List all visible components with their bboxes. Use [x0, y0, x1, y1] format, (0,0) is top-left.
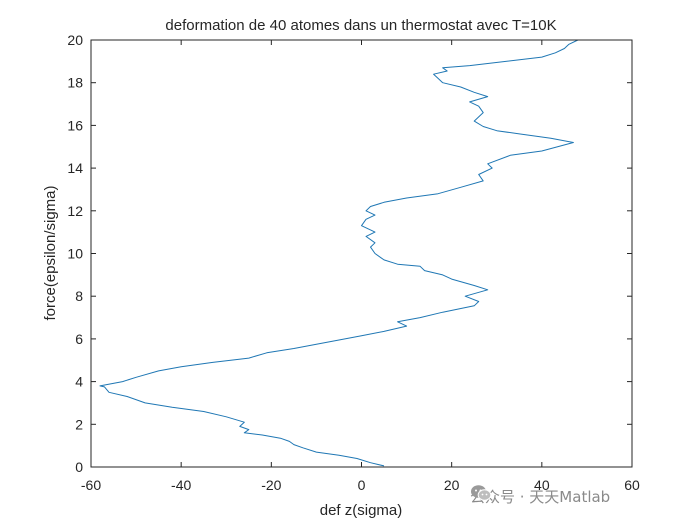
watermark-text: 公众号 · 天天Matlab [470, 487, 611, 506]
y-tick-label: 8 [75, 288, 83, 304]
y-tick-label: 4 [75, 374, 83, 390]
series-line [99, 39, 579, 467]
x-tick-label: -60 [81, 477, 101, 493]
y-tick-label: 10 [67, 246, 83, 262]
watermark: 公众号 · 天天Matlab [470, 484, 610, 508]
x-tick-label: 0 [358, 477, 366, 493]
y-tick-label: 18 [67, 75, 83, 91]
x-axis: -60 -40 -20 0 20 40 60 [81, 40, 640, 493]
plot-background [91, 40, 632, 467]
y-axis-label: force(epsilon/sigma) [42, 185, 59, 320]
x-axis-label: def z(sigma) [320, 502, 403, 519]
y-tick-label: 14 [67, 160, 83, 176]
y-axis: 0 2 4 6 8 10 12 14 16 18 20 [67, 32, 632, 475]
x-tick-label: 40 [534, 477, 550, 493]
x-tick-label: -20 [261, 477, 281, 493]
x-tick-label: 20 [444, 477, 460, 493]
x-tick-label: -40 [171, 477, 191, 493]
chart-title: deformation de 40 atomes dans un thermos… [165, 17, 556, 34]
y-tick-label: 16 [67, 117, 83, 133]
wechat-icon [471, 485, 492, 501]
y-tick-label: 6 [75, 331, 83, 347]
y-tick-label: 12 [67, 203, 83, 219]
y-tick-label: 0 [75, 459, 83, 475]
y-tick-label: 20 [67, 32, 83, 48]
x-tick-label: 60 [624, 477, 640, 493]
y-tick-label: 2 [75, 416, 83, 432]
